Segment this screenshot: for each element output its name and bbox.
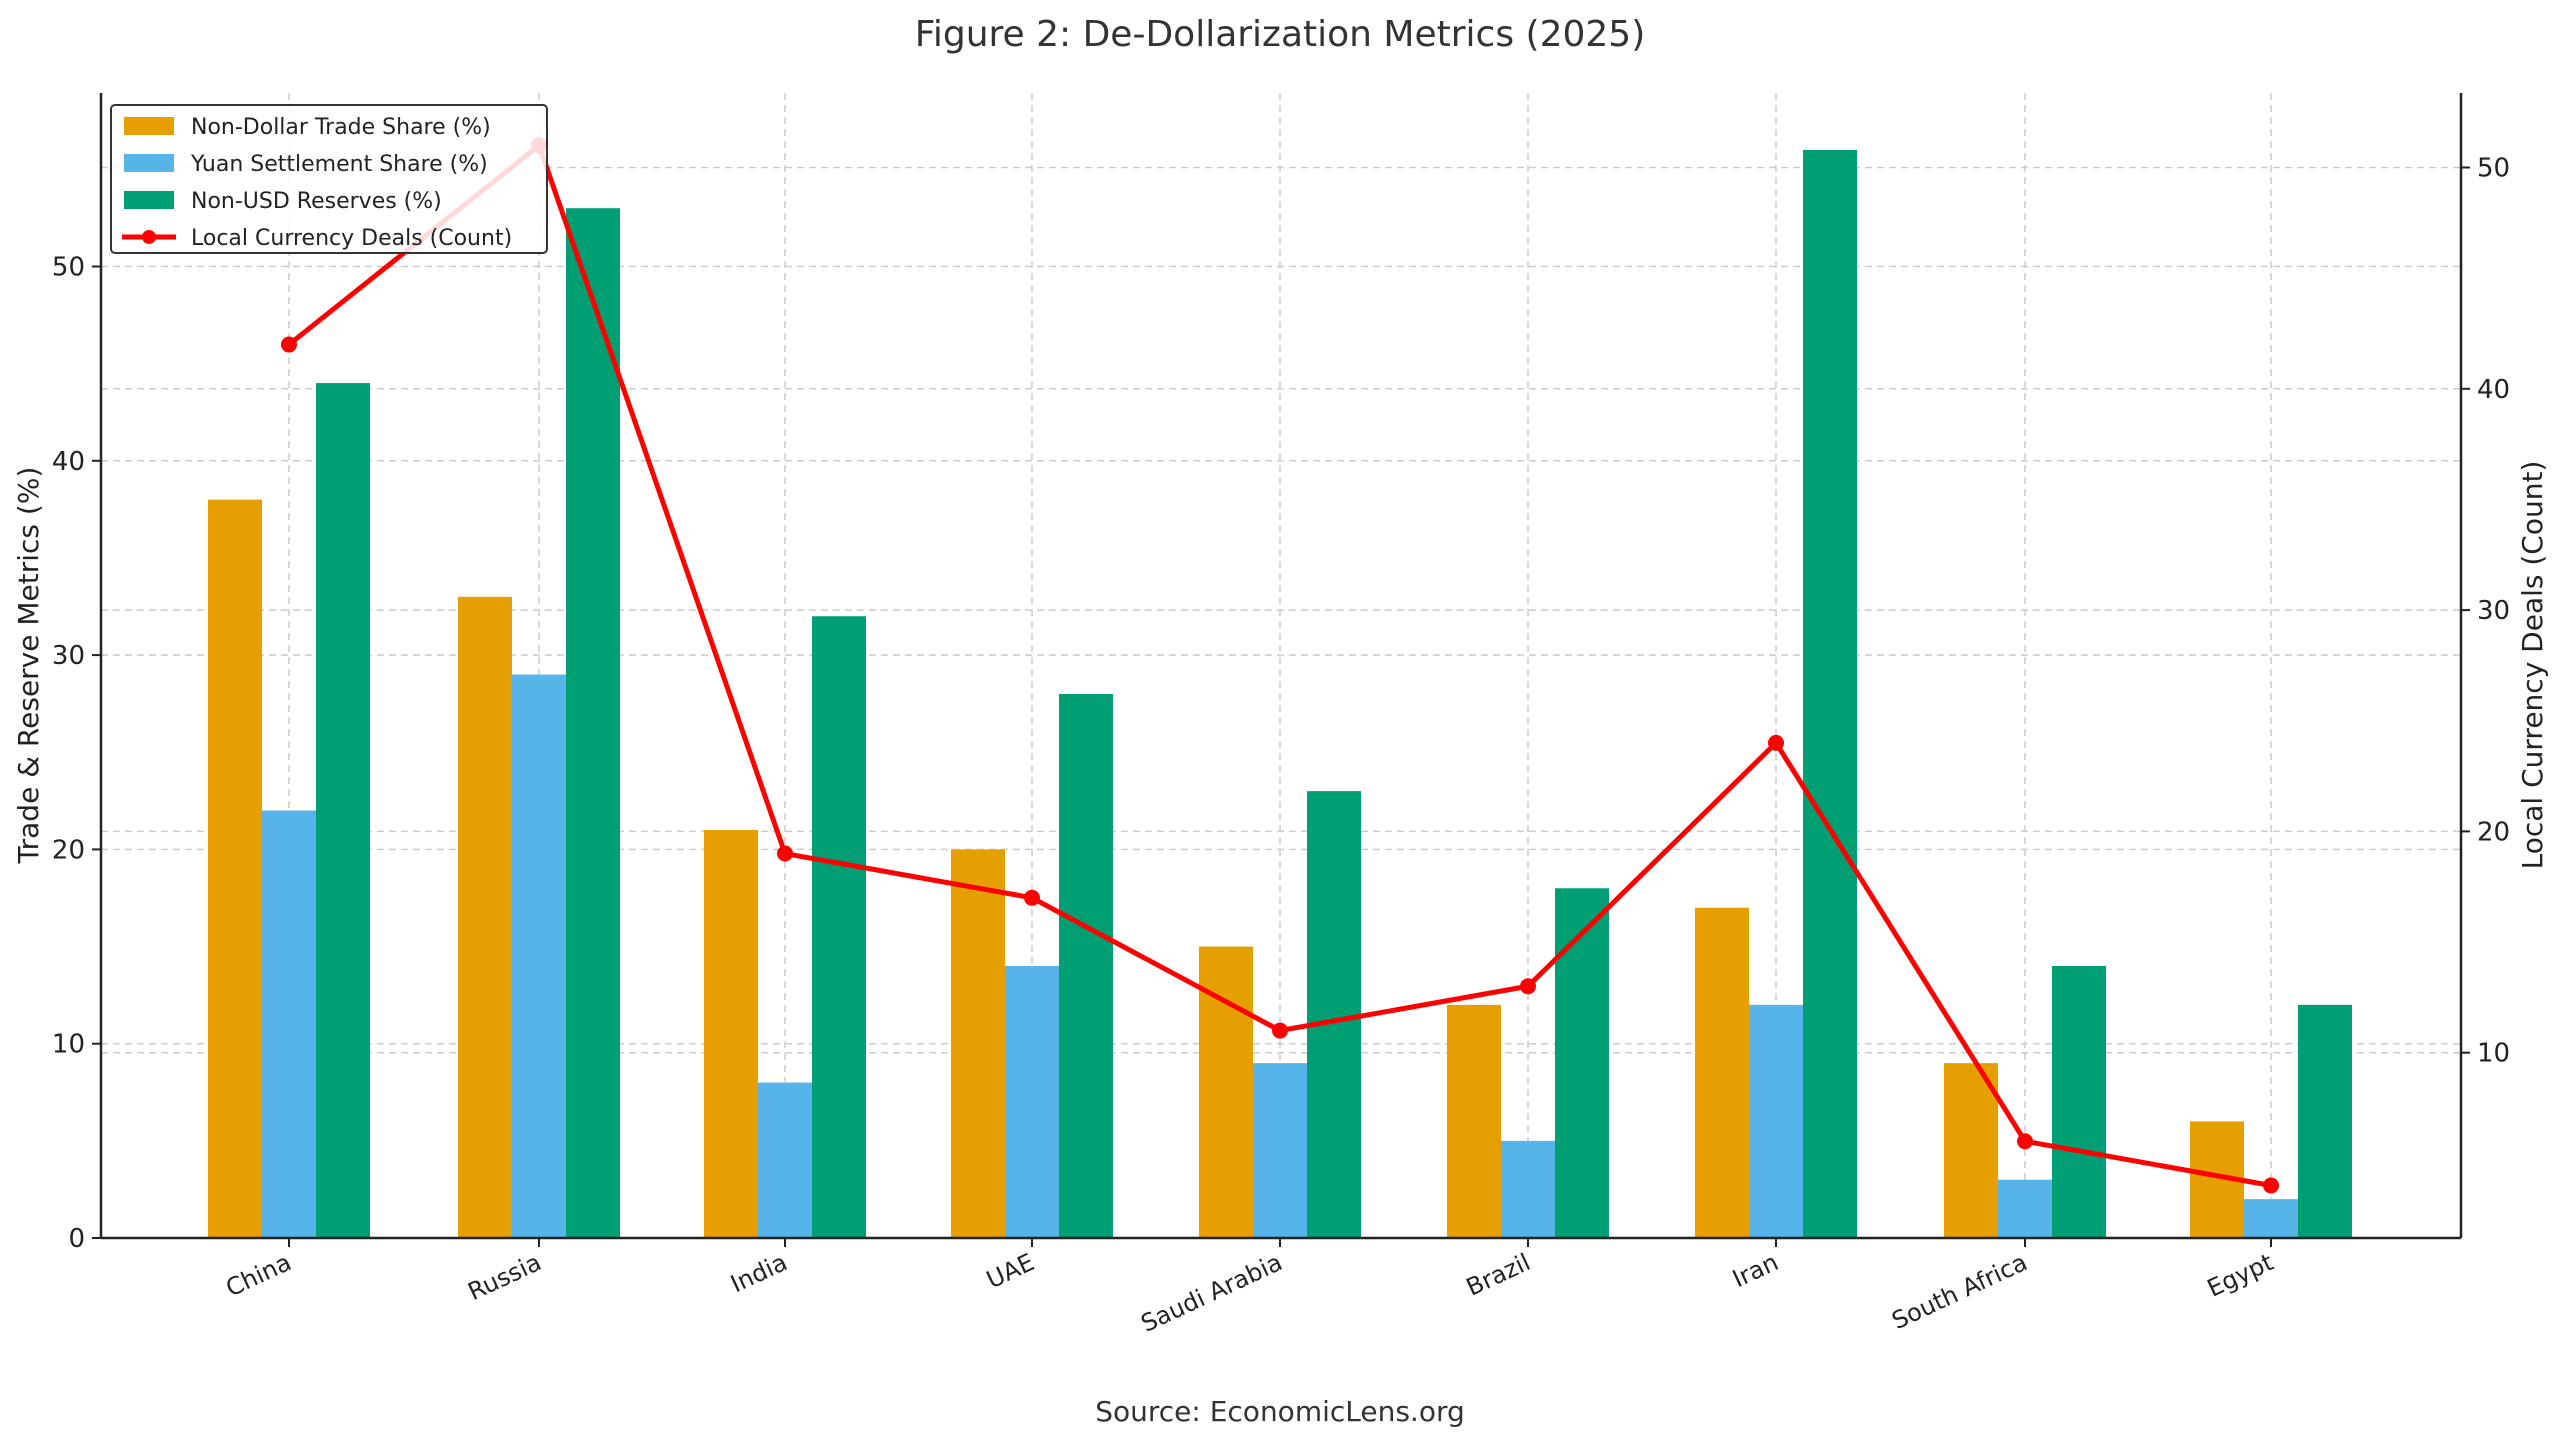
line-marker <box>281 336 297 353</box>
bar <box>2244 1199 2298 1238</box>
y-tick-label: 10 <box>52 1030 85 1060</box>
y-tick-label: 50 <box>52 253 85 283</box>
bar <box>2052 965 2106 1238</box>
x-tick-label: Egypt <box>2203 1248 2278 1303</box>
bar <box>512 674 566 1238</box>
legend-item: Local Currency Deals (Count) <box>191 226 512 251</box>
bar <box>1307 791 1361 1238</box>
bar <box>704 829 758 1238</box>
chart-title: Figure 2: De-Dollarization Metrics (2025… <box>915 14 1646 55</box>
bar <box>316 383 370 1239</box>
bar <box>1695 907 1749 1238</box>
bar <box>1447 1004 1501 1238</box>
source-note: Source: EconomicLens.org <box>1095 1395 1465 1428</box>
bar <box>1059 693 1113 1238</box>
y-tick-label: 20 <box>52 835 85 865</box>
line-marker <box>2017 1133 2033 1150</box>
line-marker <box>1768 734 1784 751</box>
x-tick-label: China <box>222 1248 296 1302</box>
bar <box>1803 149 1857 1238</box>
bar <box>812 616 866 1238</box>
line-marker <box>1272 1022 1288 1039</box>
y2-tick-label: 10 <box>2477 1039 2510 1069</box>
x-tick-label: Iran <box>1728 1248 1782 1293</box>
x-tick-label: UAE <box>982 1248 1038 1294</box>
bar <box>1199 946 1253 1238</box>
x-tick-label: Saudi Arabia <box>1137 1248 1287 1338</box>
y2-tick-label: 30 <box>2477 596 2510 626</box>
bar <box>566 208 620 1239</box>
bar <box>1501 1140 1555 1238</box>
bar <box>208 499 262 1238</box>
line-marker <box>1520 978 1536 995</box>
line-marker <box>777 845 793 862</box>
bar <box>951 849 1005 1238</box>
legend-item: Yuan Settlement Share (%) <box>190 152 488 177</box>
line-series <box>281 137 2279 1194</box>
bar <box>1005 965 1059 1238</box>
legend-item: Non-Dollar Trade Share (%) <box>191 115 491 140</box>
x-tick-label: South Africa <box>1888 1248 2032 1335</box>
line-marker <box>1024 889 1040 906</box>
bar <box>1555 888 1609 1238</box>
x-tick-label: Brazil <box>1462 1248 1535 1302</box>
legend-item: Non-USD Reserves (%) <box>191 189 442 214</box>
bar <box>758 1082 812 1238</box>
bar <box>2298 1004 2352 1238</box>
y-tick-label: 30 <box>52 641 85 671</box>
line-marker <box>2263 1177 2279 1194</box>
y-axis-label: Trade & Reserve Metrics (%) <box>12 467 45 865</box>
bar-series <box>208 149 2352 1239</box>
bar <box>1253 1063 1307 1238</box>
y-tick-label: 0 <box>68 1224 85 1254</box>
y-tick-label: 40 <box>52 447 85 477</box>
bar <box>458 596 512 1238</box>
bar <box>1944 1063 1998 1238</box>
y2-tick-label: 40 <box>2477 375 2510 405</box>
bar <box>1998 1179 2052 1238</box>
y2-axis-label: Local Currency Deals (Count) <box>2516 461 2549 870</box>
x-tick-label: Russia <box>464 1248 546 1306</box>
y2-tick-label: 50 <box>2477 154 2510 184</box>
bar <box>262 810 316 1238</box>
bar <box>1749 1004 1803 1238</box>
y2-tick-label: 20 <box>2477 817 2510 847</box>
legend: Non-Dollar Trade Share (%) Yuan Settlemen… <box>110 104 548 254</box>
x-tick-label: India <box>726 1248 791 1298</box>
